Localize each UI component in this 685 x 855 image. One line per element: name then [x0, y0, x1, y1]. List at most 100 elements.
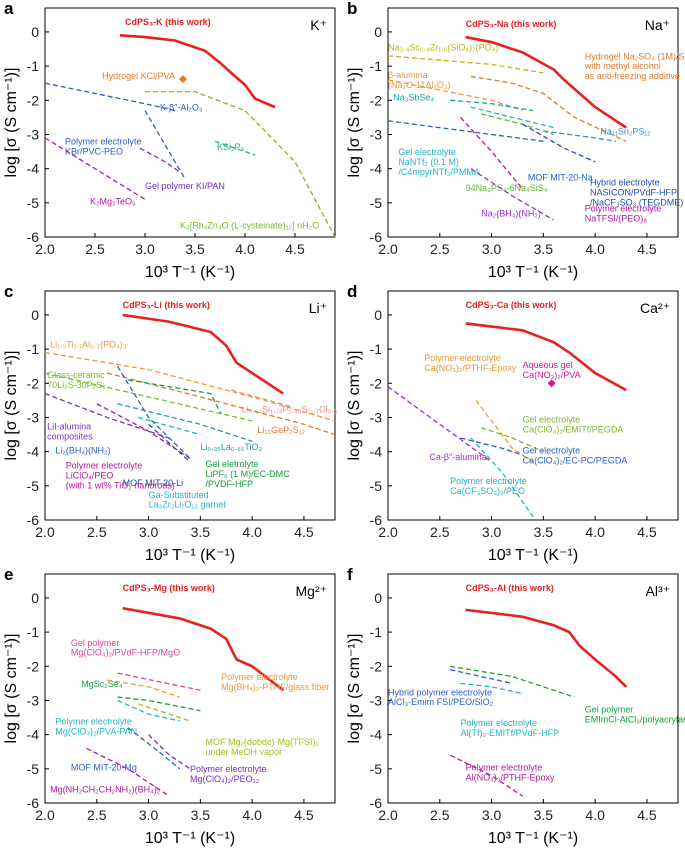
dashed-line — [387, 55, 544, 74]
y-tick-label: -5 — [370, 195, 383, 211]
series-label: CdPS₃-Mg (this work) — [123, 583, 215, 593]
x-tick-label: 2.5 — [87, 524, 107, 540]
panel-letter: e — [4, 565, 13, 584]
x-tick-label: 4.5 — [294, 524, 314, 540]
dashed-line — [470, 75, 627, 142]
x-tick-label: 3.5 — [191, 524, 211, 540]
y-tick-label: 0 — [31, 590, 39, 606]
series-label: 94Na₃PS₄-6Na₄SiS₄ — [466, 183, 548, 193]
y-tick-label: -3 — [27, 692, 40, 708]
dashed-line — [214, 140, 256, 156]
dashed-line — [127, 379, 222, 415]
x-tick-label: 4.5 — [637, 241, 657, 257]
x-axis-label: 10³ T⁻¹ (K⁻¹) — [488, 547, 578, 564]
dashed-line — [145, 91, 336, 238]
y-axis-label: log [σ (S cm⁻¹)] — [3, 634, 20, 744]
dashed-line — [470, 168, 555, 221]
ion-label: K⁺ — [310, 17, 327, 33]
y-tick-label: -4 — [370, 161, 383, 177]
y-axis-label: log [σ (S cm⁻¹)] — [3, 68, 20, 178]
x-tick-label: 3.0 — [482, 241, 502, 257]
y-tick-label: 0 — [374, 590, 382, 606]
y-tick-label: -5 — [27, 761, 40, 777]
series-label: Polymer electrolyte LiClO₄/PEO (with 1 wt%… — [66, 461, 175, 491]
data-line — [122, 606, 285, 692]
dashed-line — [543, 130, 616, 142]
y-tick-label: -6 — [27, 229, 40, 245]
series-label: Li₁₀GeP₂S₁₂ — [257, 425, 305, 435]
data-line — [119, 34, 276, 109]
ion-label: Al³⁺ — [646, 583, 671, 599]
y-tick-label: -5 — [27, 195, 40, 211]
plot-frame — [44, 290, 336, 521]
x-tick-label: 4.5 — [637, 524, 657, 540]
y-tick-label: -2 — [370, 658, 383, 674]
series-label: Mg(NH₂CH₂CH₂NH₂)(BH₄)₂ — [50, 785, 161, 795]
x-tick-label: 4.0 — [585, 524, 605, 540]
y-tick-label: -4 — [27, 727, 40, 743]
x-tick-label: 4.5 — [637, 807, 657, 823]
x-axis-label: 10³ T⁻¹ (K⁻¹) — [488, 830, 578, 847]
y-tick-label: -2 — [27, 92, 40, 108]
x-tick-label: 3.0 — [139, 807, 159, 823]
series-label: Polymer electrolyte KBr/PVC-PEO — [65, 137, 142, 157]
x-tick-label: 3.5 — [534, 524, 554, 540]
series-label: β-alumina (Na₂O-11Al₂O₃) — [388, 70, 451, 90]
dashed-line — [117, 699, 180, 722]
dashed-line — [44, 351, 336, 422]
dashed-line — [450, 99, 534, 112]
dashed-line — [460, 682, 523, 695]
dashed-line — [117, 672, 201, 691]
series-label: Ca-β″-alumina — [429, 452, 486, 462]
x-tick-label: 3.0 — [482, 807, 502, 823]
y-tick-label: -4 — [27, 444, 40, 460]
y-tick-label: -1 — [370, 58, 383, 74]
dashed-line — [144, 110, 186, 180]
y-tick-label: -2 — [27, 375, 40, 391]
data-line — [122, 313, 284, 395]
y-tick-label: -3 — [370, 409, 383, 425]
data-line — [465, 322, 627, 392]
dashed-line — [44, 372, 253, 422]
x-tick-label: 2.0 — [378, 241, 398, 257]
series-label: MOF MIT-20-Na — [528, 173, 593, 183]
y-tick-label: -6 — [27, 795, 40, 811]
series-label: MOF MIT-20-Mg — [71, 763, 137, 773]
x-tick-label: 3.5 — [191, 807, 211, 823]
ion-label: Na⁺ — [645, 17, 670, 33]
series-label: Na₂(BH₄)(NH₂) — [481, 208, 541, 218]
x-tick-label: 3.5 — [185, 241, 205, 257]
y-tick-label: 0 — [374, 307, 382, 323]
x-tick-label: 4.0 — [585, 241, 605, 257]
dashed-line — [117, 696, 201, 712]
dashed-line — [231, 389, 294, 408]
series-label: Gel polymer Mg(ClO₄)₂/PVdF-HFP/MgO — [71, 638, 180, 658]
series-label: Gel electrolyte Ca(ClO₄)₂/EMITf/PEGDA — [523, 415, 624, 435]
data-line — [465, 35, 627, 129]
data-point — [547, 379, 556, 388]
y-tick-label: -4 — [370, 727, 383, 743]
x-tick-label: 2.5 — [430, 807, 450, 823]
y-tick-label: -3 — [370, 692, 383, 708]
y-tick-label: -1 — [370, 341, 383, 357]
y-tick-label: -3 — [370, 126, 383, 142]
ion-label: Ca²⁺ — [640, 300, 670, 316]
x-tick-label: 2.0 — [378, 524, 398, 540]
y-tick-label: -6 — [370, 229, 383, 245]
y-tick-label: 0 — [374, 24, 382, 40]
x-tick-label: 2.0 — [378, 807, 398, 823]
y-tick-label: -2 — [370, 92, 383, 108]
x-axis-label: 10³ T⁻¹ (K⁻¹) — [145, 264, 235, 281]
dashed-line — [107, 679, 180, 698]
ion-label: Li⁺ — [309, 300, 327, 316]
series-label: Li₀.₃₅La₀.₅₅TiO₃ — [200, 442, 262, 452]
dashed-line — [127, 727, 181, 770]
y-tick-label: -3 — [27, 409, 40, 425]
panel-letter: a — [4, 0, 14, 18]
series-label: Polymer electrolyte Al(NO₃)₃/PTHF-Epoxy — [466, 763, 555, 783]
series-label: Polymer electrolyte NaTFSI/(PEO)₈ — [585, 203, 662, 223]
y-tick-label: -6 — [370, 512, 383, 528]
series-label: Polymer electrolyte Ca(NO₃)₂/PTHF-Epoxy — [424, 353, 517, 373]
y-tick-label: -5 — [370, 761, 383, 777]
series-label: Hydrogel Na₂SO₄ (1M)/SiO₂with methyl alc… — [584, 51, 685, 81]
